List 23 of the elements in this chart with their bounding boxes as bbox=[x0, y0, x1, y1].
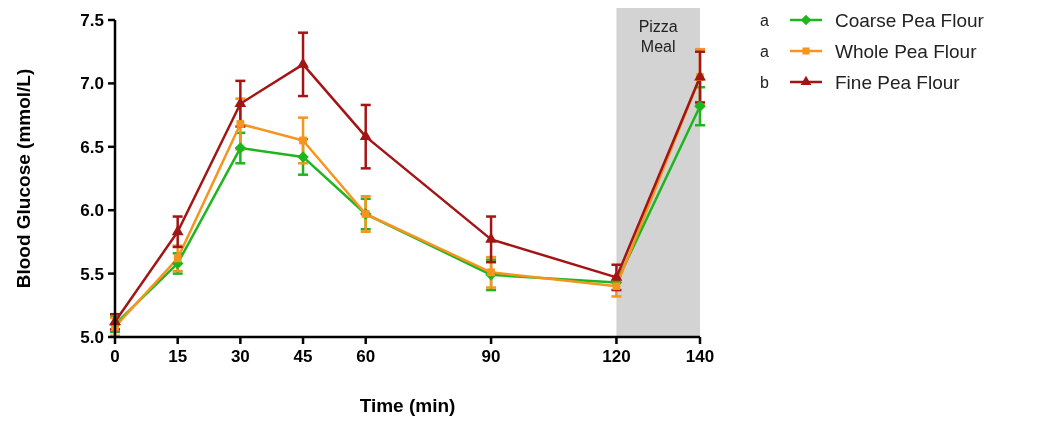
x-tick-label: 140 bbox=[685, 347, 715, 366]
x-tick-label: 0 bbox=[110, 347, 120, 366]
x-axis-title: Time (min) bbox=[359, 395, 456, 416]
x-tick-label: 45 bbox=[293, 347, 313, 366]
legend-label: Coarse Pea Flour bbox=[835, 9, 985, 31]
legend-label: Whole Pea Flour bbox=[835, 40, 978, 62]
y-tick-label: 5.5 bbox=[80, 264, 104, 284]
x-tick-label: 60 bbox=[356, 347, 376, 366]
y-axis-title: Blood Glucose (mmol/L) bbox=[13, 68, 34, 289]
y-tick-label: 5.0 bbox=[80, 327, 104, 347]
y-tick-label: 6.5 bbox=[80, 137, 104, 157]
x-tick-label: 15 bbox=[168, 347, 188, 366]
legend-label: Fine Pea Flour bbox=[835, 71, 961, 93]
x-tick-label: 120 bbox=[602, 347, 631, 366]
y-tick-label: 7.5 bbox=[80, 10, 104, 30]
y-tick-label: 7.0 bbox=[80, 74, 104, 94]
text: a bbox=[760, 42, 769, 60]
x-tick-label: 90 bbox=[481, 347, 501, 366]
band-label: Pizza Meal bbox=[638, 18, 678, 55]
x-tick-label: 30 bbox=[230, 347, 250, 366]
text: b bbox=[760, 73, 769, 91]
y-tick-label: 6.0 bbox=[80, 201, 104, 221]
text: a bbox=[760, 11, 769, 29]
